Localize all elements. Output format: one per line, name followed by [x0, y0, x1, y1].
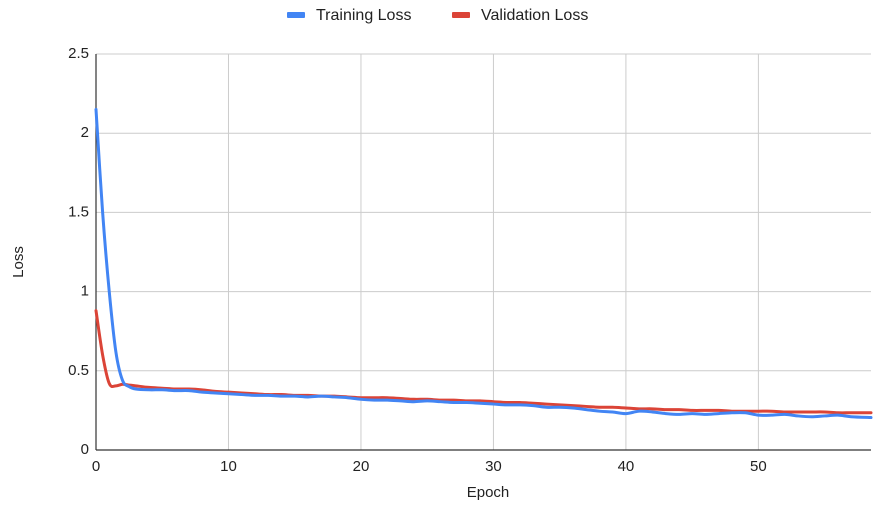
x-tick-label: 40	[618, 458, 635, 475]
series-line-validation-loss[interactable]	[94, 309, 873, 415]
legend-label-training: Training Loss	[316, 7, 411, 24]
x-tick-label: 30	[485, 458, 502, 475]
legend-label-validation: Validation Loss	[481, 7, 588, 24]
y-tick-label: 0	[81, 441, 89, 458]
x-tick-label: 10	[220, 458, 237, 475]
legend-swatch-validation	[452, 12, 470, 18]
legend-item-validation[interactable]: Validation Loss	[452, 7, 588, 24]
legend: Training Loss Validation Loss	[287, 7, 588, 24]
y-tick-label: 1.5	[68, 203, 89, 220]
series-line-training-loss[interactable]	[94, 107, 873, 420]
y-tick-label: 1	[81, 283, 89, 300]
x-tick-label: 20	[353, 458, 370, 475]
tick-labels: 0 0.5 1 1.5 2 2.5 0 10 20 30 40 50	[68, 45, 767, 475]
series-lines	[94, 107, 873, 420]
x-axis-title: Epoch	[467, 484, 510, 501]
legend-item-training[interactable]: Training Loss	[287, 7, 411, 24]
y-tick-label: 2.5	[68, 45, 89, 62]
x-tick-label: 50	[750, 458, 767, 475]
gridlines	[96, 53, 871, 450]
y-tick-label: 2	[81, 124, 89, 141]
y-tick-label: 0.5	[68, 362, 89, 379]
y-axis-title: Loss	[10, 246, 27, 278]
x-tick-label: 0	[92, 458, 100, 475]
legend-swatch-training	[287, 12, 305, 18]
